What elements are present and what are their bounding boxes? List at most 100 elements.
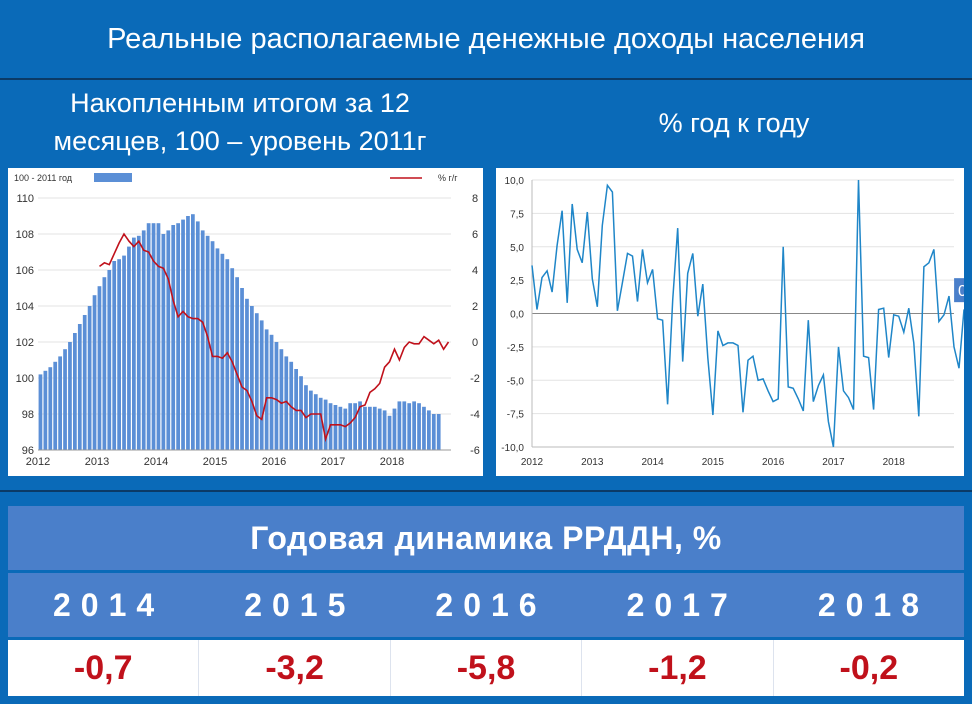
bar [205,235,210,450]
table-year-cell: 2017 [626,586,738,623]
bar [220,253,225,450]
bar [323,399,328,450]
right-y-tick-label: -2 [470,373,480,385]
y-tick-label: 7,5 [510,209,524,220]
x-tick-label: 2013 [581,457,604,468]
bar [77,324,82,450]
table-value-cell: -1,2 [582,640,774,696]
bar [117,259,121,450]
x-tick-label: 2015 [702,457,725,468]
bar [250,306,254,450]
bar [313,394,318,450]
bar [195,221,200,450]
bar [382,410,387,450]
bar [338,406,343,450]
x-tick-label: 2014 [144,456,168,468]
left-y-tick-label: 100 [16,373,34,385]
bar [264,329,269,450]
bar [107,270,112,450]
bar [417,403,421,450]
bar [102,277,107,450]
x-tick-label: 2018 [883,457,906,468]
bar [186,216,190,450]
bar [82,315,87,450]
y-tick-label: 2,5 [510,276,524,287]
yoy-series-line [99,232,450,443]
x-tick-label: 2012 [521,457,544,468]
left-y-tick-label: 98 [22,409,34,421]
y-tick-label: -2,5 [507,343,525,354]
bar [92,295,97,450]
table-title: Годовая динамика РРДДН, % [8,506,964,570]
y-tick-label: -10,0 [501,443,524,454]
bar [363,406,367,450]
annotation-box [954,278,964,303]
bar [156,223,161,450]
table-value-row: -0,7 -3,2 -5,8 -1,2 -0,2 [8,640,964,696]
left-y-tick-label: 106 [16,265,34,277]
x-tick-label: 2016 [762,457,785,468]
bar [176,223,180,450]
bar [358,401,362,450]
bar [431,414,436,450]
bar [38,374,43,450]
bar [254,313,259,450]
table-year-cell: 2018 [817,586,929,623]
bar [333,405,338,450]
bar [48,367,53,450]
right-y-tick-label: 6 [472,229,478,241]
bar [269,334,274,450]
bar [68,342,72,450]
bar [58,356,62,450]
bar [240,288,244,450]
y-tick-label: 0,0 [510,310,524,321]
y-tick-label: -7,5 [507,410,525,421]
bar [215,248,220,450]
right-chart-subtitle: % год к году [658,108,810,138]
bar [151,223,156,450]
bar [127,246,131,450]
right-y-tick-label: -6 [470,445,480,457]
bar [191,214,195,450]
header-divider [0,78,972,80]
legend-bar-label: 100 - 2011 год [14,173,73,183]
table-year-cell: 2016 [435,586,547,623]
annotation-label: 0,1 [958,283,964,300]
bar [245,298,249,450]
right-y-tick-label: -4 [470,409,480,421]
bar [87,306,92,450]
page-title: Реальные располагаемые денежные доходы н… [107,22,865,55]
x-tick-label: 2015 [203,456,227,468]
bar [353,403,357,450]
left-chart-subtitle: Накопленным итогом за 12 месяцев, 100 – … [0,84,480,160]
x-tick-label: 2016 [262,456,286,468]
bar [377,408,382,450]
x-tick-label: 2018 [380,456,404,468]
yoy-income-chart: -10,0 -7,5 -5,0 -2,5 0,0 2,5 5,0 7,5 10,0 2012 201… [501,176,964,468]
bar [422,406,426,450]
bar [299,376,303,450]
bar [284,356,289,450]
y-tick-label: 10,0 [505,176,525,187]
bar [412,401,416,450]
left-subtitle-line1: Накопленным итогом за 12 [70,88,410,118]
right-y-tick-label: 0 [472,337,478,349]
left-subtitle-line2: месяцев, 100 – уровень 2011г [53,126,427,156]
table-value-cell: -3,2 [199,640,391,696]
bar [387,415,392,450]
y-tick-label: -5,0 [507,376,525,387]
yoy-chart-panel: -10,0 -7,5 -5,0 -2,5 0,0 2,5 5,0 7,5 10,0 2012 201… [496,168,964,476]
bar [112,261,117,450]
bar [63,349,67,450]
bar [407,403,412,450]
bar [171,225,176,450]
bar [309,390,313,450]
bar [225,259,230,450]
legend-line-label: % г/г [438,173,458,183]
bar [43,370,48,450]
table-value-cell: -5,8 [391,640,583,696]
x-tick-label: 2012 [26,456,50,468]
section-divider [0,490,972,492]
bar [372,406,377,450]
bar [230,268,235,450]
